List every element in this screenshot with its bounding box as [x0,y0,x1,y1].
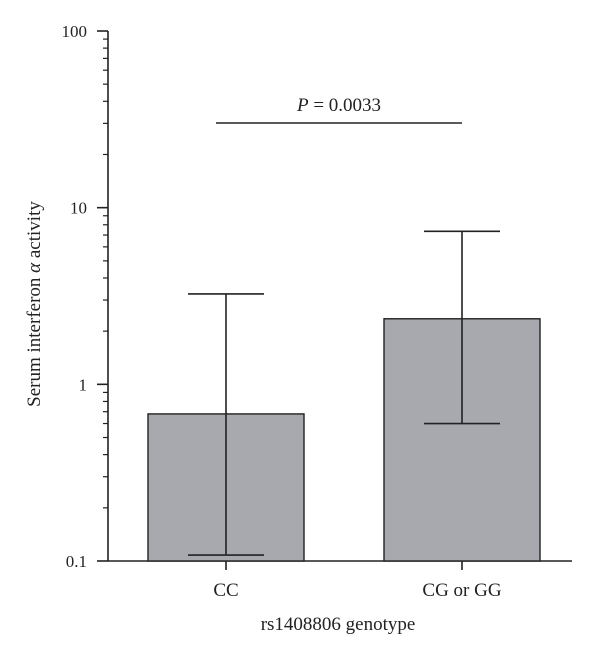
p-value-text: = 0.0033 [309,95,381,116]
y-tick-label: 10 [70,199,87,218]
y-tick-label: 100 [62,22,88,41]
p-value-symbol: P [296,95,309,116]
x-tick-label: CG or GG [422,580,501,601]
y-axis-title: Serum interferon α activity [24,201,45,407]
y-tick-label: 1 [79,375,88,394]
y-axis-title-prefix: Serum interferon [24,273,45,407]
y-tick-label: 0.1 [66,552,87,571]
y-axis-title-suffix: activity [24,201,45,263]
x-axis-title: rs1408806 genotype [261,614,416,635]
y-axis-ticks: 0.1 1 10 100 [62,22,108,571]
y-axis-title-alpha: α [24,262,45,273]
x-axis-ticks: CC CG or GG [213,561,502,601]
p-value-annotation: P = 0.0033 [296,95,381,116]
bars [147,230,541,562]
x-tick-label: CC [213,580,238,601]
